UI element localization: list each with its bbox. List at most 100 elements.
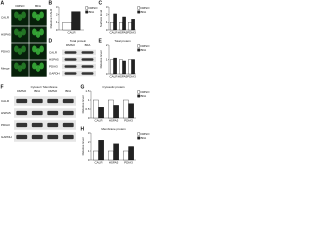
band bbox=[31, 122, 43, 128]
band-label: CALR bbox=[1, 99, 10, 103]
legend-label: BFA bbox=[141, 10, 147, 14]
y-tick-label: 1 bbox=[88, 149, 90, 153]
x-tick-label: CALR bbox=[109, 74, 118, 78]
band bbox=[47, 110, 59, 116]
bar bbox=[108, 150, 114, 161]
legend-swatch bbox=[137, 90, 141, 94]
bar bbox=[131, 59, 135, 75]
band bbox=[62, 98, 74, 104]
x-tick-label: PDIA3 bbox=[127, 74, 136, 78]
blot-strip bbox=[62, 70, 96, 77]
blot-title: Total protein bbox=[70, 39, 87, 43]
cell bbox=[14, 28, 19, 36]
blot-strip bbox=[14, 108, 76, 118]
legend-label: BFA bbox=[141, 48, 147, 52]
column-label: BFA bbox=[35, 4, 41, 8]
bar bbox=[113, 13, 117, 31]
blot-strip bbox=[14, 132, 76, 142]
band bbox=[62, 134, 74, 140]
band bbox=[62, 122, 74, 128]
bar bbox=[123, 99, 129, 119]
y-tick-label: 3 bbox=[56, 5, 58, 9]
bar bbox=[119, 22, 123, 31]
band bbox=[47, 98, 59, 104]
x-tick-label: PDIA3 bbox=[124, 118, 133, 122]
cell bbox=[14, 62, 19, 70]
band-label: HSPA5 bbox=[1, 111, 11, 115]
cell bbox=[21, 45, 26, 53]
y-axis-label: Relative level bbox=[99, 50, 103, 68]
panel-label: F bbox=[1, 84, 4, 90]
cell bbox=[32, 28, 37, 36]
cell bbox=[35, 48, 41, 55]
band-label: GAPDH bbox=[49, 71, 60, 75]
y-tick-label: 1 bbox=[106, 20, 108, 24]
y-axis-label: Relative level bbox=[81, 95, 85, 113]
panel-label: A bbox=[1, 0, 5, 6]
y-tick-label: 2 bbox=[56, 12, 58, 16]
bar bbox=[123, 150, 129, 161]
cell bbox=[17, 48, 23, 55]
cell bbox=[35, 65, 41, 72]
band-label: CALR bbox=[49, 50, 58, 54]
band-label: PDIA3 bbox=[1, 123, 10, 127]
y-tick-label: 3 bbox=[88, 131, 90, 135]
lane-label: DMSO bbox=[66, 43, 76, 47]
cell bbox=[14, 11, 19, 19]
lane-label: DMSO bbox=[48, 89, 58, 93]
bar bbox=[119, 59, 123, 75]
cell bbox=[17, 65, 23, 72]
lane-label: BFA bbox=[65, 89, 71, 93]
bar bbox=[131, 19, 135, 31]
band bbox=[16, 98, 28, 104]
panel-label: E bbox=[99, 38, 103, 44]
band bbox=[16, 134, 28, 140]
band bbox=[81, 51, 94, 54]
y-axis-label: Relative CALR bbox=[49, 8, 53, 29]
band bbox=[16, 122, 28, 128]
chart-title: Cytosolic protein bbox=[102, 85, 125, 89]
band bbox=[64, 51, 77, 54]
chart-title: Membrane protein bbox=[101, 127, 126, 131]
cell bbox=[14, 45, 19, 53]
cell bbox=[32, 62, 37, 70]
row-label: PDIA3 bbox=[1, 49, 10, 53]
band-label: HSPA5 bbox=[49, 57, 59, 61]
row-label: HSPA5 bbox=[1, 32, 11, 36]
panel-label: C bbox=[99, 0, 103, 6]
cell bbox=[21, 28, 26, 36]
cell bbox=[39, 62, 44, 70]
x-tick-label: HSPA5 bbox=[109, 160, 119, 164]
bar bbox=[128, 59, 132, 75]
y-tick-label: 2 bbox=[106, 43, 108, 47]
band-label: GAPDH bbox=[1, 135, 12, 139]
panel-label: D bbox=[49, 38, 53, 44]
lane-label: DMSO bbox=[17, 89, 27, 93]
legend-label: DMSO bbox=[89, 6, 99, 10]
bar bbox=[113, 143, 119, 161]
column-label: DMSO bbox=[16, 4, 26, 8]
y-tick-label: 0.5 bbox=[85, 107, 90, 111]
row-label: CALR bbox=[1, 15, 10, 19]
legend-label: BFA bbox=[89, 10, 95, 14]
band bbox=[81, 58, 94, 61]
cell bbox=[39, 28, 44, 36]
bar bbox=[93, 150, 99, 161]
legend-swatch bbox=[137, 132, 141, 136]
band bbox=[47, 122, 59, 128]
legend-swatch bbox=[137, 10, 141, 14]
x-tick-label: HSPA5 bbox=[118, 30, 128, 34]
bar bbox=[122, 16, 126, 31]
y-tick-label: 2 bbox=[88, 140, 90, 144]
legend-label: DMSO bbox=[141, 132, 151, 136]
cell bbox=[21, 11, 26, 19]
y-tick-label: 0 bbox=[56, 28, 58, 32]
cell bbox=[39, 45, 44, 53]
cell bbox=[32, 11, 37, 19]
y-axis-label: Relative level bbox=[81, 137, 85, 155]
band bbox=[47, 134, 59, 140]
y-tick-label: 2 bbox=[106, 12, 108, 16]
band bbox=[64, 72, 77, 75]
blot-strip bbox=[14, 120, 76, 130]
